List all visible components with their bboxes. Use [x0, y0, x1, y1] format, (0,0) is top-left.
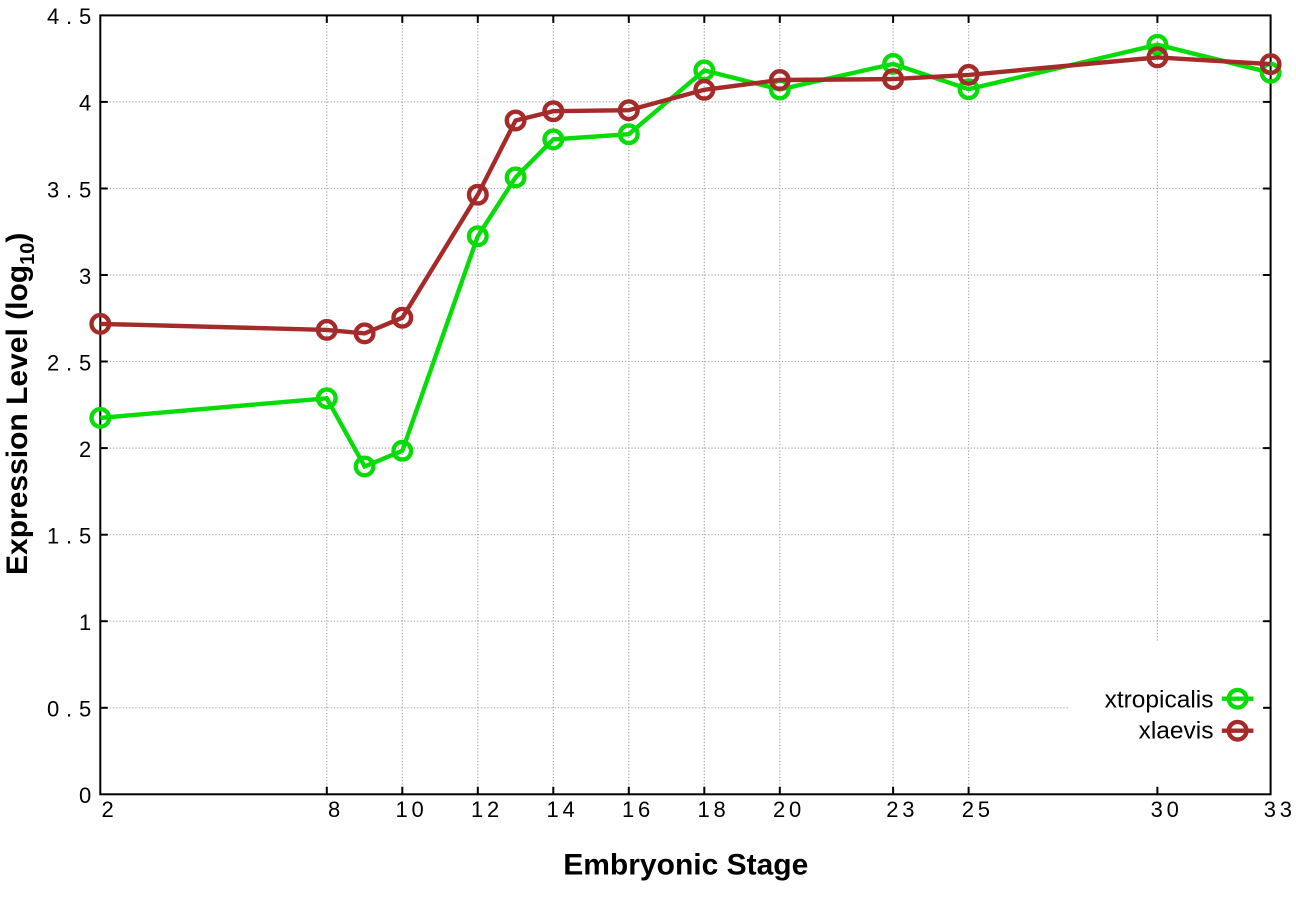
svg-text:.: .: [66, 4, 72, 29]
svg-text:Embryonic Stage: Embryonic Stage: [563, 849, 808, 882]
svg-text:3: 3: [902, 797, 914, 822]
svg-text:5: 5: [978, 797, 990, 822]
svg-text:3: 3: [1264, 797, 1276, 822]
svg-text:1: 1: [79, 610, 91, 635]
svg-text:5: 5: [79, 4, 91, 29]
svg-text:5: 5: [79, 697, 91, 722]
svg-text:0: 0: [1167, 797, 1179, 822]
svg-text:Expression Level (log10): Expression Level (log10): [1, 233, 39, 575]
svg-text:.: .: [66, 177, 72, 202]
svg-text:1: 1: [395, 797, 407, 822]
svg-text:2: 2: [962, 797, 974, 822]
svg-text:2: 2: [101, 797, 113, 822]
svg-text:.: .: [66, 350, 72, 375]
svg-text:1: 1: [47, 524, 59, 549]
svg-text:4: 4: [562, 797, 574, 822]
svg-text:2: 2: [487, 797, 499, 822]
svg-text:0: 0: [47, 697, 59, 722]
svg-text:1: 1: [471, 797, 483, 822]
svg-text:3: 3: [47, 177, 59, 202]
svg-text:0: 0: [79, 783, 91, 808]
svg-text:2: 2: [773, 797, 785, 822]
svg-text:0: 0: [789, 797, 801, 822]
svg-text:2: 2: [47, 350, 59, 375]
svg-text:8: 8: [713, 797, 725, 822]
svg-text:5: 5: [79, 350, 91, 375]
svg-text:1: 1: [546, 797, 558, 822]
svg-text:1: 1: [697, 797, 709, 822]
svg-text:1: 1: [622, 797, 634, 822]
svg-text:3: 3: [1280, 797, 1292, 822]
svg-text:6: 6: [638, 797, 650, 822]
svg-text:.: .: [66, 524, 72, 549]
svg-text:4: 4: [79, 91, 91, 116]
svg-text:0: 0: [411, 797, 423, 822]
svg-text:3: 3: [79, 264, 91, 289]
svg-text:4: 4: [47, 4, 59, 29]
svg-text:xtropicalis: xtropicalis: [1105, 687, 1214, 714]
svg-text:2: 2: [79, 437, 91, 462]
svg-text:.: .: [66, 697, 72, 722]
svg-text:xlaevis: xlaevis: [1139, 718, 1214, 745]
svg-text:2: 2: [886, 797, 898, 822]
svg-text:5: 5: [79, 524, 91, 549]
svg-text:5: 5: [79, 177, 91, 202]
svg-text:8: 8: [328, 797, 340, 822]
svg-text:3: 3: [1151, 797, 1163, 822]
